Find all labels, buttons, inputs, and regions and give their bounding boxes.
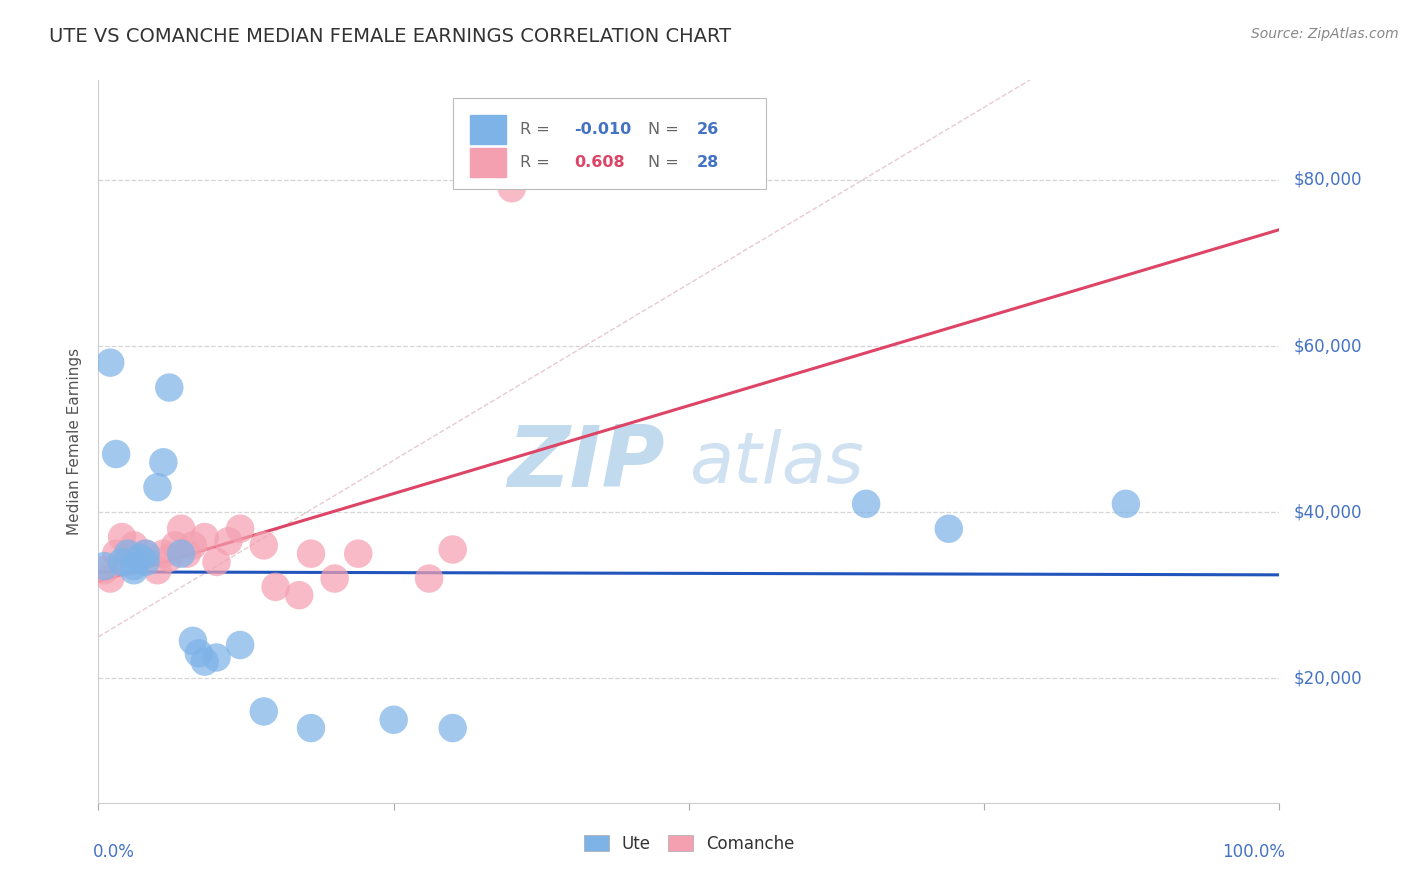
- Point: [128, 550, 150, 565]
- Point: [205, 555, 228, 569]
- Point: [253, 538, 276, 552]
- Bar: [471, 115, 506, 144]
- Y-axis label: Median Female Earnings: Median Female Earnings: [67, 348, 83, 535]
- Text: 0.608: 0.608: [575, 155, 626, 170]
- Point: [229, 638, 252, 652]
- Point: [170, 522, 193, 536]
- Point: [105, 547, 128, 561]
- Point: [441, 721, 464, 735]
- Text: Source: ZipAtlas.com: Source: ZipAtlas.com: [1251, 27, 1399, 41]
- Point: [181, 538, 204, 552]
- Point: [122, 538, 145, 552]
- Text: atlas: atlas: [689, 429, 863, 498]
- Text: -0.010: -0.010: [575, 122, 631, 136]
- Point: [157, 550, 180, 565]
- Point: [111, 555, 134, 569]
- Legend: Ute, Comanche: Ute, Comanche: [576, 828, 801, 860]
- Point: [1115, 497, 1137, 511]
- Text: R =: R =: [520, 122, 555, 136]
- Point: [146, 480, 169, 494]
- Point: [152, 547, 174, 561]
- Point: [117, 547, 139, 561]
- Point: [217, 534, 239, 549]
- Point: [855, 497, 877, 511]
- Point: [122, 559, 145, 574]
- Text: 26: 26: [697, 122, 720, 136]
- Point: [117, 555, 139, 569]
- Point: [135, 547, 157, 561]
- Point: [299, 547, 322, 561]
- Text: 0.0%: 0.0%: [93, 843, 135, 861]
- Point: [938, 522, 960, 536]
- Text: 100.0%: 100.0%: [1222, 843, 1285, 861]
- Point: [105, 447, 128, 461]
- Point: [229, 522, 252, 536]
- Text: 28: 28: [697, 155, 720, 170]
- Point: [323, 572, 346, 586]
- Text: ZIP: ZIP: [508, 422, 665, 505]
- Point: [146, 563, 169, 577]
- Point: [253, 705, 276, 719]
- Point: [93, 563, 115, 577]
- Point: [264, 580, 287, 594]
- Point: [152, 455, 174, 469]
- Point: [418, 572, 440, 586]
- Text: UTE VS COMANCHE MEDIAN FEMALE EARNINGS CORRELATION CHART: UTE VS COMANCHE MEDIAN FEMALE EARNINGS C…: [49, 27, 731, 45]
- Point: [93, 559, 115, 574]
- Point: [194, 655, 217, 669]
- Text: $20,000: $20,000: [1294, 669, 1362, 687]
- Point: [187, 646, 209, 660]
- Point: [111, 530, 134, 544]
- Bar: [471, 148, 506, 178]
- Text: N =: N =: [648, 155, 683, 170]
- Text: $40,000: $40,000: [1294, 503, 1362, 521]
- Point: [181, 633, 204, 648]
- Point: [194, 530, 217, 544]
- Point: [205, 650, 228, 665]
- Point: [135, 547, 157, 561]
- Text: $60,000: $60,000: [1294, 337, 1362, 355]
- Point: [501, 181, 523, 195]
- Point: [135, 555, 157, 569]
- Point: [288, 588, 311, 602]
- Point: [128, 550, 150, 565]
- Point: [176, 547, 198, 561]
- Point: [441, 542, 464, 557]
- Text: R =: R =: [520, 155, 555, 170]
- Point: [165, 538, 187, 552]
- Point: [122, 563, 145, 577]
- Point: [170, 547, 193, 561]
- Point: [299, 721, 322, 735]
- Point: [382, 713, 405, 727]
- FancyBboxPatch shape: [453, 98, 766, 189]
- Text: N =: N =: [648, 122, 683, 136]
- Text: $80,000: $80,000: [1294, 171, 1362, 189]
- Point: [157, 380, 180, 394]
- Point: [347, 547, 370, 561]
- Point: [98, 572, 121, 586]
- Point: [98, 356, 121, 370]
